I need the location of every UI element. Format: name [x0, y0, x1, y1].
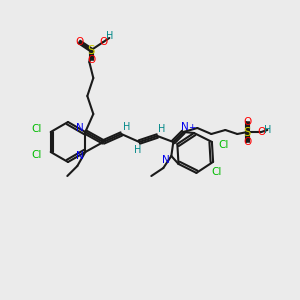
Text: O: O — [87, 55, 95, 65]
Text: O: O — [257, 127, 266, 137]
Text: O: O — [243, 117, 251, 127]
Text: H: H — [106, 31, 113, 41]
Text: O: O — [243, 137, 251, 147]
Text: H: H — [158, 124, 165, 134]
Text: H: H — [134, 145, 141, 155]
Text: S: S — [88, 44, 95, 56]
Text: H: H — [123, 122, 130, 132]
Text: Cl: Cl — [32, 124, 42, 134]
Text: N: N — [76, 151, 84, 161]
Text: H: H — [264, 125, 271, 135]
Text: Cl: Cl — [219, 140, 229, 150]
Text: Cl: Cl — [32, 150, 42, 160]
Text: S: S — [244, 125, 251, 139]
Text: N: N — [162, 155, 170, 165]
Text: O: O — [75, 37, 83, 47]
Text: N: N — [76, 123, 84, 133]
Text: Cl: Cl — [211, 167, 221, 177]
Text: O: O — [99, 37, 107, 47]
Text: +: + — [189, 122, 196, 131]
Text: N: N — [182, 122, 189, 132]
